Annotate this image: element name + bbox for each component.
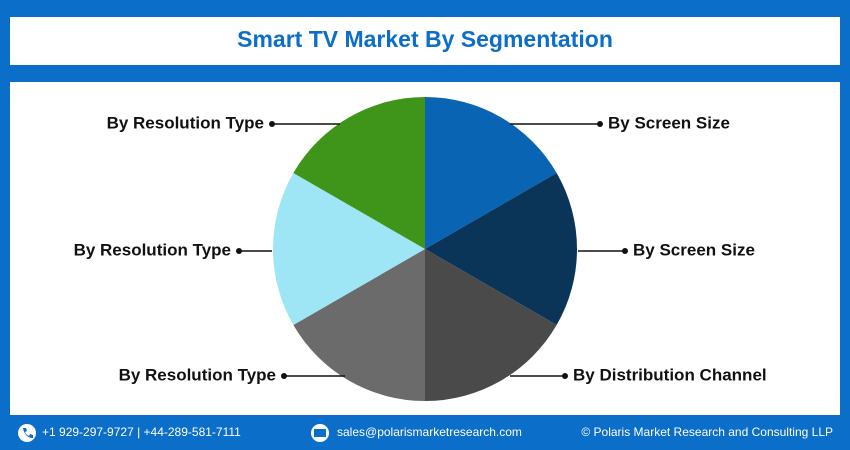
- pie-slice: [425, 173, 577, 325]
- pie-slice: [293, 249, 425, 401]
- leader-dot: [236, 248, 242, 254]
- leader-dot: [597, 121, 603, 127]
- slice-label: By Resolution Type: [119, 365, 276, 384]
- leader-dot: [622, 248, 628, 254]
- phone-glyph: [23, 428, 33, 438]
- leader-dot: [269, 121, 275, 127]
- pie-slice: [425, 249, 557, 401]
- pie-slice: [273, 173, 425, 325]
- slice-label: By Resolution Type: [107, 113, 264, 132]
- footer-copyright: © Polaris Market Research and Consulting…: [581, 425, 833, 439]
- phone-icon: [18, 424, 36, 442]
- chart-title: Smart TV Market By Segmentation: [237, 26, 613, 52]
- title-box: [10, 17, 840, 65]
- email-glyph: [314, 429, 326, 437]
- pie-slice: [425, 97, 557, 249]
- footer-phone: +1 929-297-9727 | +44-289-581-7111: [42, 425, 241, 439]
- footer-email: sales@polarismarketresearch.com: [337, 425, 522, 439]
- slice-label: By Resolution Type: [74, 240, 231, 259]
- slice-label: By Screen Size: [608, 113, 730, 132]
- labels: By Screen Size By Screen Size By Distribut…: [74, 113, 767, 384]
- leader-dot: [281, 373, 287, 379]
- pie-slice: [293, 96, 425, 249]
- slice-label: By Screen Size: [633, 240, 755, 259]
- pie: [273, 96, 577, 401]
- leader-dot: [562, 373, 568, 379]
- slice-label: By Distribution Channel: [573, 365, 767, 384]
